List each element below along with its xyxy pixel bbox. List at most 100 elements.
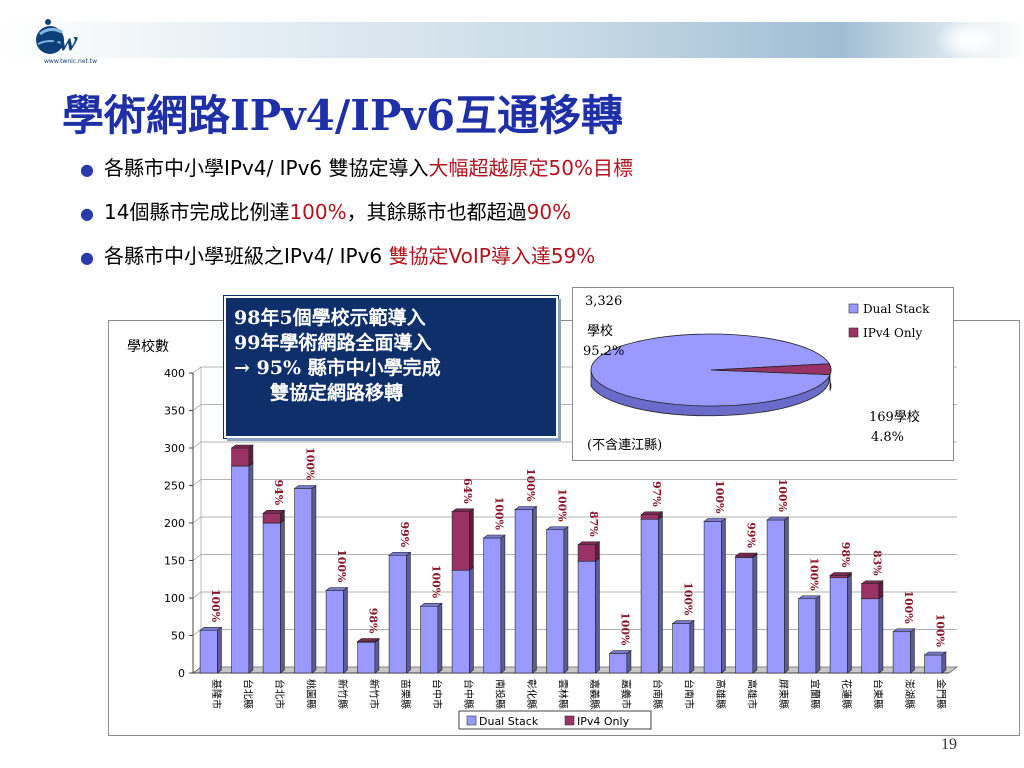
pie-label-dual-pct: 95.2%	[583, 344, 625, 359]
bar-dual-stack	[766, 516, 790, 674]
bar-dual-stack	[797, 595, 821, 674]
data-label: 94%	[272, 479, 285, 505]
page-number: 19	[941, 736, 957, 753]
bullet-item: ● 各縣市中小學IPv4/ IPv6 雙協定導入大幅超越原定50%目標	[80, 152, 633, 196]
bullet-list: ● 各縣市中小學IPv4/ IPv6 雙協定導入大幅超越原定50%目標 ● 14個縣…	[80, 152, 633, 284]
x-tick-label: 金門縣	[934, 679, 947, 709]
pie-legend-label-v4: IPv4 Only	[863, 326, 922, 340]
bullet-item: ● 各縣市中小學班級之IPv4/ IPv6 雙協定VoIP導入達59%	[80, 240, 633, 284]
bar-dual-stack	[734, 553, 758, 674]
pie-label-v4-pct: 4.8%	[871, 430, 905, 445]
data-label: 64%	[461, 478, 474, 504]
data-label: 100%	[933, 614, 946, 648]
pie-legend-swatch-v4	[848, 327, 859, 338]
x-tick-label: 台南市	[682, 679, 695, 709]
legend-frame	[458, 710, 652, 730]
y-tick-label: 200	[164, 517, 185, 530]
data-label: 100%	[524, 468, 537, 502]
logo-url: www.twnic.net.tw	[44, 58, 98, 65]
bullet-highlight: 100%	[289, 200, 347, 224]
chart-legend: Dual Stack IPv4 Only	[458, 710, 652, 730]
pie-chart: Dual Stack IPv4 Only	[590, 302, 930, 417]
callout-line: 98年5個學校示範導入	[234, 307, 426, 329]
x-tick-label: 苗栗縣	[399, 679, 411, 709]
x-tick-label: 台北市	[273, 679, 286, 709]
data-label: 100%	[618, 612, 631, 646]
x-tick-label: 宜蘭縣	[808, 679, 821, 709]
data-label: 100%	[429, 565, 442, 599]
bar-dual-stack	[199, 626, 223, 674]
bar-ipv4-only	[451, 508, 475, 571]
logo-text: tw	[52, 26, 77, 57]
x-tick-label: 高雄縣	[714, 679, 727, 709]
y-tick-label: 0	[178, 667, 185, 680]
bar-dual-stack	[608, 649, 632, 674]
y-tick-label: 400	[164, 367, 185, 380]
globe-icon	[36, 19, 65, 54]
legend-swatch-v4	[564, 715, 575, 726]
bar-dual-stack	[640, 515, 664, 674]
pie-slice-v4	[710, 363, 832, 376]
bar-dual-stack	[262, 519, 286, 674]
twnic-logo	[32, 14, 122, 68]
pie-label-v4-count: 169學校	[869, 410, 920, 425]
bar-dual-stack	[577, 557, 601, 674]
bullet-text: 各縣市中小學IPv4/ IPv6 雙協定導入	[104, 156, 429, 180]
bar-dual-stack	[451, 566, 475, 674]
bullet-item: ● 14個縣市完成比例達100%，其餘縣市也都超過90%	[80, 196, 633, 240]
bar-dual-stack	[892, 628, 916, 674]
x-tick-label: 澎湖縣	[903, 679, 915, 709]
bar-dual-stack	[829, 574, 853, 674]
pie-label-dual-unit: 學校	[587, 324, 614, 339]
pie-legend-label-dual: Dual Stack	[863, 302, 930, 316]
y-axis-label: 學校數	[127, 338, 169, 355]
bar-ipv4-only	[577, 541, 601, 562]
callout-line: 99年學術網路全面導入	[234, 332, 432, 354]
pie-label-dual-count: 3,326	[585, 294, 623, 309]
data-labels: 100% 94% 100% 100% 98% 99% 100% 64% 100% 100% 100%…	[209, 447, 947, 647]
data-label: 100%	[335, 549, 348, 583]
legend-label-dual: Dual Stack	[479, 715, 539, 728]
bullet-text: 14個縣市完成比例達	[104, 200, 290, 224]
bullet-dot-icon: ●	[80, 248, 94, 267]
bar-dual-stack	[325, 586, 349, 674]
x-tick-label: 高雄市	[745, 679, 758, 709]
data-label: 100%	[681, 582, 694, 616]
x-tick-label: 台東縣	[871, 679, 884, 709]
data-label: 100%	[902, 590, 915, 624]
bar-ipv4-only	[230, 444, 254, 467]
y-tick-label: 50	[171, 630, 185, 643]
x-tick-label: 台中縣	[462, 679, 475, 709]
data-label: 99%	[744, 522, 757, 548]
data-label: 98%	[839, 542, 852, 568]
x-tick-label: 桃園縣	[304, 679, 317, 709]
data-label: 100%	[303, 447, 316, 481]
page-title: 學術網路IPv4/IPv6互通移轉	[62, 91, 624, 140]
bar-dual-stack	[419, 602, 443, 674]
bar-ipv4-only	[829, 571, 853, 579]
pie-legend-swatch-dual	[848, 303, 859, 314]
x-tick-label: 彰化縣	[525, 679, 538, 709]
data-label: 100%	[555, 488, 568, 522]
bar-ipv4-only	[860, 580, 884, 600]
bar-dual-stack	[230, 462, 254, 674]
pie-slice-dual	[590, 333, 831, 407]
bar-ipv4-only	[640, 511, 664, 520]
data-label: 100%	[776, 479, 789, 513]
bullet-highlight: 90%	[526, 200, 572, 224]
callout-box: 98年5個學校示範導入 99年學術網路全面導入 → 95% 縣市中小學完成 雙協…	[224, 296, 558, 438]
header-flare	[935, 18, 1005, 62]
x-tick-label: 南投縣	[493, 679, 506, 709]
data-label: 83%	[870, 550, 883, 576]
x-tick-label: 嘉義市	[619, 679, 632, 709]
y-tick-label: 250	[164, 480, 185, 493]
data-label: 99%	[398, 521, 411, 547]
bar-dual-stack	[671, 619, 695, 674]
bar-dual-stack	[923, 651, 947, 674]
data-label: 87%	[587, 511, 600, 537]
x-tick-label: 屏東縣	[777, 679, 790, 709]
data-label: 100%	[492, 497, 505, 531]
bullet-highlight: 雙協定VoIP導入達59%	[388, 244, 596, 268]
bullet-dot-icon: ●	[80, 204, 94, 223]
x-tick-label: 雲林縣	[556, 679, 569, 709]
